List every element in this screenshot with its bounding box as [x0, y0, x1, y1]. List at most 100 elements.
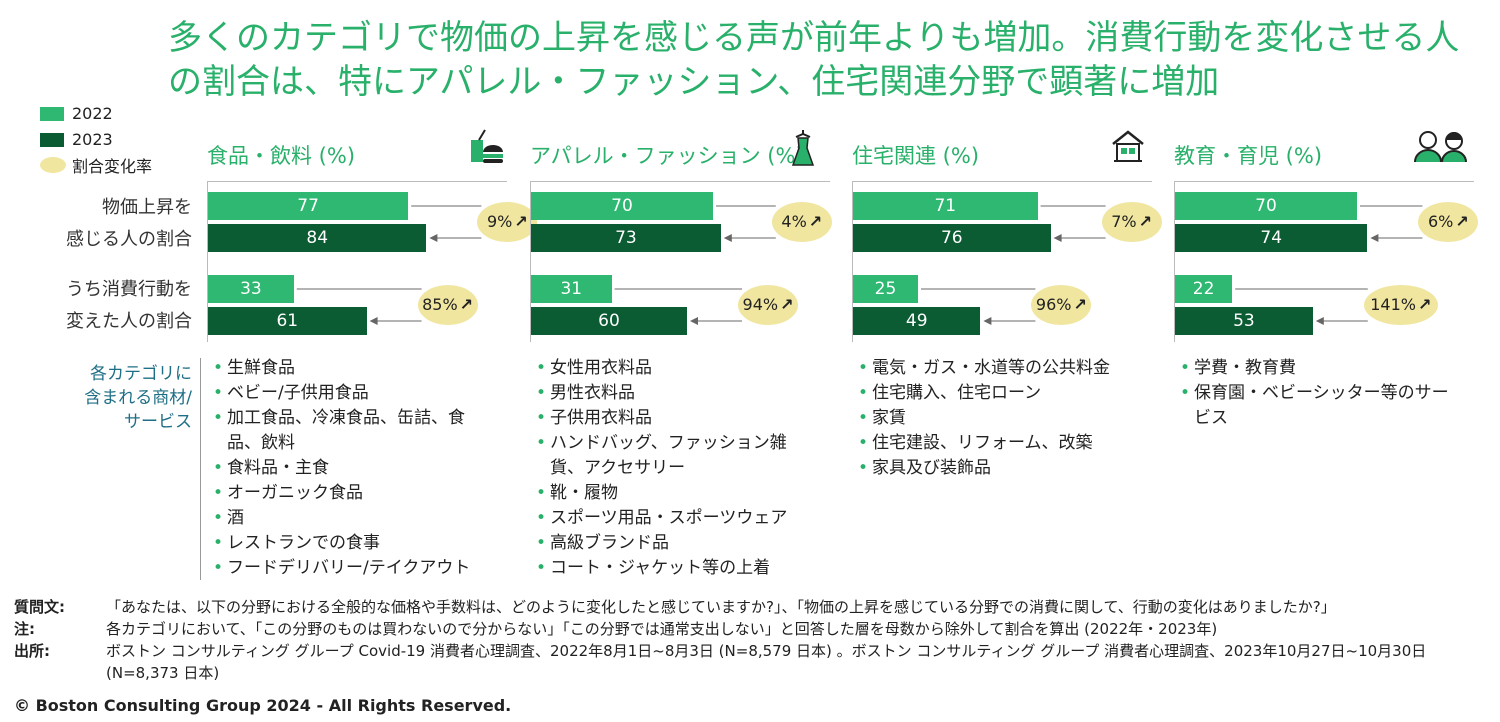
category-item: 家具及び装飾品 [858, 456, 1138, 481]
bar-price-rise-2023: 74 [1175, 224, 1368, 252]
items-label-line3: サービス [124, 412, 192, 432]
note-note: 注: 各カテゴリにおいて、「この分野のものは買わないので分からない」「この分野で… [14, 618, 1490, 640]
change-rate-label: 141% [1370, 295, 1416, 314]
category-item: 高級ブランド品 [536, 531, 816, 556]
legend-ellipse [40, 157, 66, 173]
category-item: オーガニック食品 [213, 481, 493, 506]
change-rate-ellipse-behavior-change: 94% ↗ [738, 285, 798, 325]
change-rate-label: 9% [486, 212, 513, 231]
category-rule [852, 181, 1152, 182]
category-title: 教育・育児 (%) [1174, 144, 1323, 168]
bar-behavior-change-2023: 53 [1175, 307, 1313, 335]
connector-arrowhead [1315, 317, 1324, 325]
up-arrow-icon: ↗ [514, 212, 528, 231]
category-item: 酒 [213, 506, 493, 531]
notes-block: 質問文: 「あなたは、以下の分野における全般的な価格や手数料は、どのように変化し… [14, 596, 1490, 684]
category-item: コート・ジャケット等の上着 [536, 556, 816, 581]
change-rate-ellipse-price-rise: 9% ↗ [477, 202, 538, 242]
bar-behavior-change-2023: 61 [208, 307, 367, 335]
category-item: 子供用衣料品 [536, 406, 816, 431]
bar-behavior-change-2022: 22 [1175, 275, 1233, 303]
bar-price-rise-2022: 71 [853, 192, 1038, 220]
legend-item-2023: 2023 [40, 130, 113, 149]
change-rate-label: 85% [422, 295, 458, 314]
note-question: 質問文: 「あなたは、以下の分野における全般的な価格や手数料は、どのように変化し… [14, 596, 1490, 618]
category-item: ベビー/子供用食品 [213, 381, 493, 406]
up-arrow-icon: ↗ [1417, 295, 1432, 314]
items-label-line1: 各カテゴリに [90, 364, 192, 384]
category-item: 学費・教育費 [1180, 356, 1460, 381]
row-label-behavior-change-line1: うち消費行動を [66, 279, 192, 300]
copyright: © Boston Consulting Group 2024 - All Rig… [14, 696, 512, 715]
bar-price-rise-2023: 76 [853, 224, 1051, 252]
page-title: 多くのカテゴリで物価の上昇を感じる声が前年よりも増加。消費行動を変化させる人の割… [168, 18, 1460, 102]
category-item: レストランでの食事 [213, 531, 493, 556]
legend-item-rate: 割合変化率 [40, 153, 152, 177]
items-label-line2: 含まれる商材/ [84, 388, 192, 408]
up-arrow-icon: ↗ [1073, 295, 1087, 314]
connector-arrowhead [369, 317, 378, 325]
items-label: 各カテゴリに 含まれる商材/ サービス [20, 362, 192, 434]
note-note-text: 各カテゴリにおいて、「この分野のものは買わないので分からない」「この分野では通常… [106, 620, 1218, 638]
category-axis [1174, 182, 1175, 342]
row-label-behavior-change-line2: 変えた人の割合 [66, 311, 192, 332]
change-rate-ellipse-behavior-change: 141% ↗ [1363, 285, 1438, 325]
row-label-behavior-change: うち消費行動を 変えた人の割合 [20, 274, 192, 338]
bar-behavior-change-2022: 33 [208, 275, 294, 303]
note-question-text: 「あなたは、以下の分野における全般的な価格や手数料は、どのように変化したと感じて… [106, 598, 1336, 616]
bar-behavior-change-2023: 49 [853, 307, 981, 335]
legend-label-2023: 2023 [72, 130, 113, 149]
category-title: 食品・飲料 (%) [207, 144, 356, 168]
row-label-price-rise-line2: 感じる人の割合 [66, 229, 192, 250]
connector-arrowhead [723, 234, 732, 242]
change-rate-ellipse-behavior-change: 96% ↗ [1031, 285, 1092, 325]
bar-price-rise-2022: 70 [531, 192, 713, 220]
change-rate-label: 7% [1111, 212, 1137, 231]
connector-arrowhead [1053, 234, 1062, 242]
change-rate-label: 6% [1427, 212, 1454, 231]
category-rule [207, 181, 507, 182]
dress-icon [788, 128, 818, 172]
house-icon [1110, 128, 1146, 168]
category-item: 住宅建設、リフォーム、改築 [858, 431, 1138, 456]
note-source-text: ボストン コンサルティング グループ Covid-19 消費者心理調査、2022… [106, 642, 1427, 682]
change-rate-ellipse-price-rise: 7% ↗ [1101, 202, 1162, 242]
category-item: 住宅購入、住宅ローン [858, 381, 1138, 406]
bar-behavior-change-2022: 31 [531, 275, 612, 303]
parent-child-icon [1412, 128, 1470, 168]
category-item: フードデリバリー/テイクアウト [213, 556, 493, 581]
bar-behavior-change-2022: 25 [853, 275, 918, 303]
category-item: 保育園・ベビーシッター等のサービス [1180, 381, 1460, 431]
note-source: 出所: ボストン コンサルティング グループ Covid-19 消費者心理調査、… [14, 640, 1490, 684]
connector-arrowhead [1370, 234, 1379, 242]
legend-swatch-2023 [40, 132, 64, 147]
category-axis [852, 182, 853, 342]
up-arrow-icon: ↗ [459, 295, 474, 314]
category-item: 電気・ガス・水道等の公共料金 [858, 356, 1138, 381]
up-arrow-icon: ↗ [1455, 212, 1469, 231]
category-axis [207, 182, 208, 342]
category-title: アパレル・ファッション (%) [530, 144, 804, 168]
category-axis [530, 182, 531, 342]
category-items-list: 女性用衣料品男性衣料品子供用衣料品ハンドバッグ、ファッション雑貨、アクセサリー靴… [536, 356, 816, 581]
bar-behavior-change-2023: 60 [531, 307, 687, 335]
category-item: 家賃 [858, 406, 1138, 431]
change-rate-label: 4% [781, 212, 807, 231]
bar-price-rise-2023: 73 [531, 224, 721, 252]
change-rate-ellipse-price-rise: 4% ↗ [771, 202, 832, 242]
change-rate-ellipse-behavior-change: 85% ↗ [417, 285, 478, 325]
category-item: 食料品・主食 [213, 456, 493, 481]
category-item: ハンドバッグ、ファッション雑貨、アクセサリー [536, 431, 816, 481]
bar-price-rise-2022: 77 [208, 192, 409, 220]
bar-price-rise-2023: 84 [208, 224, 427, 252]
change-rate-label: 96% [1035, 295, 1072, 314]
legend-swatch-2022 [40, 106, 64, 121]
note-question-label: 質問文: [14, 598, 65, 616]
connector-arrowhead [983, 317, 992, 325]
category-items-list: 電気・ガス・水道等の公共料金住宅購入、住宅ローン家賃住宅建設、リフォーム、改築家… [858, 356, 1138, 481]
row-label-price-rise-line1: 物価上昇を [102, 197, 192, 218]
category-item: 男性衣料品 [536, 381, 816, 406]
category-item: 靴・履物 [536, 481, 816, 506]
change-rate-label: 94% [742, 295, 779, 314]
note-source-label: 出所: [14, 642, 50, 660]
